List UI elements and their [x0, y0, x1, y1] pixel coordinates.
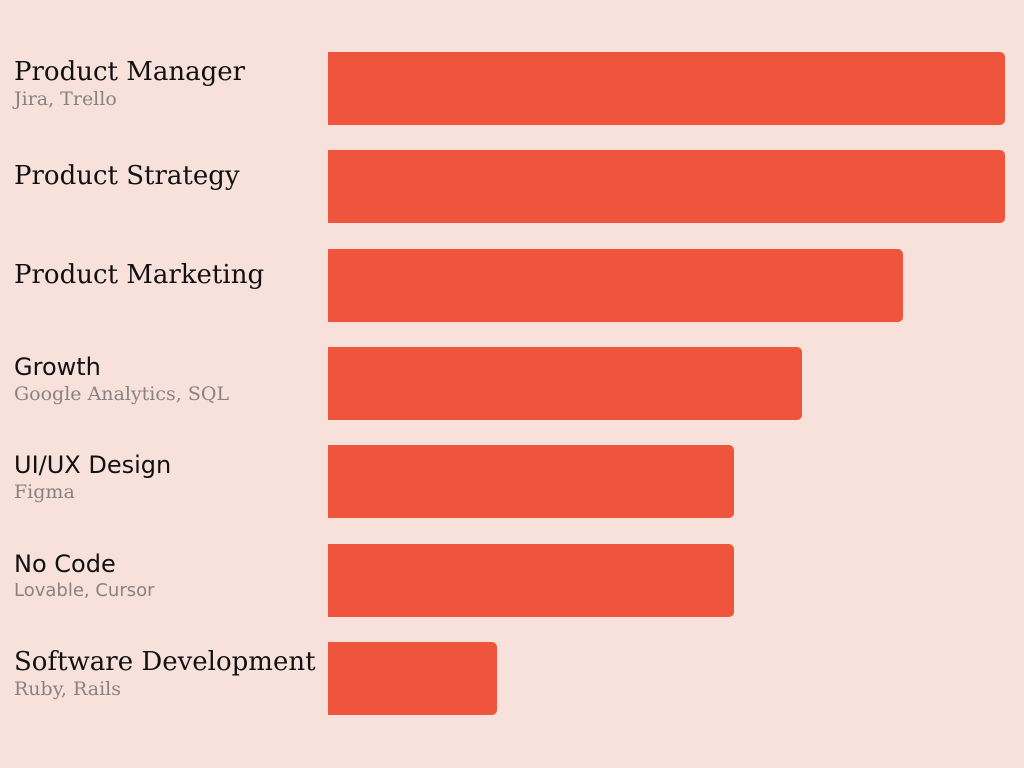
category-tools: Lovable, Cursor — [14, 579, 155, 601]
bar — [328, 543, 734, 617]
category-label: Product Manager Jira, Trello — [14, 57, 314, 111]
category-title: Product Manager — [14, 57, 246, 87]
bar — [328, 150, 1005, 224]
category-title: Product Strategy — [14, 161, 240, 192]
bar — [328, 346, 802, 420]
category-tools: Google Analytics, SQL — [14, 382, 230, 405]
category-title: No Code — [14, 549, 116, 578]
category-label: Product Strategy — [14, 161, 314, 191]
category-label: Growth Google Analytics, SQL — [14, 352, 314, 406]
category-label: Software Development Ruby, Rails — [14, 646, 316, 701]
category-title: Growth — [14, 352, 101, 381]
bar — [328, 248, 903, 322]
bar — [328, 641, 497, 715]
category-title: UI/UX Design — [14, 451, 172, 480]
category-label: UI/UX Design Figma — [14, 450, 314, 504]
category-label: No Code Lovable, Cursor — [14, 549, 314, 603]
bar — [328, 52, 1005, 125]
category-tools: Figma — [14, 481, 75, 504]
category-tools: Jira, Trello — [14, 88, 117, 110]
category-label: Product Marketing — [14, 260, 314, 290]
category-title: Product Marketing — [14, 259, 265, 290]
bar — [328, 445, 734, 519]
category-title: Software Development — [14, 646, 316, 677]
category-tools: Ruby, Rails — [14, 677, 121, 700]
